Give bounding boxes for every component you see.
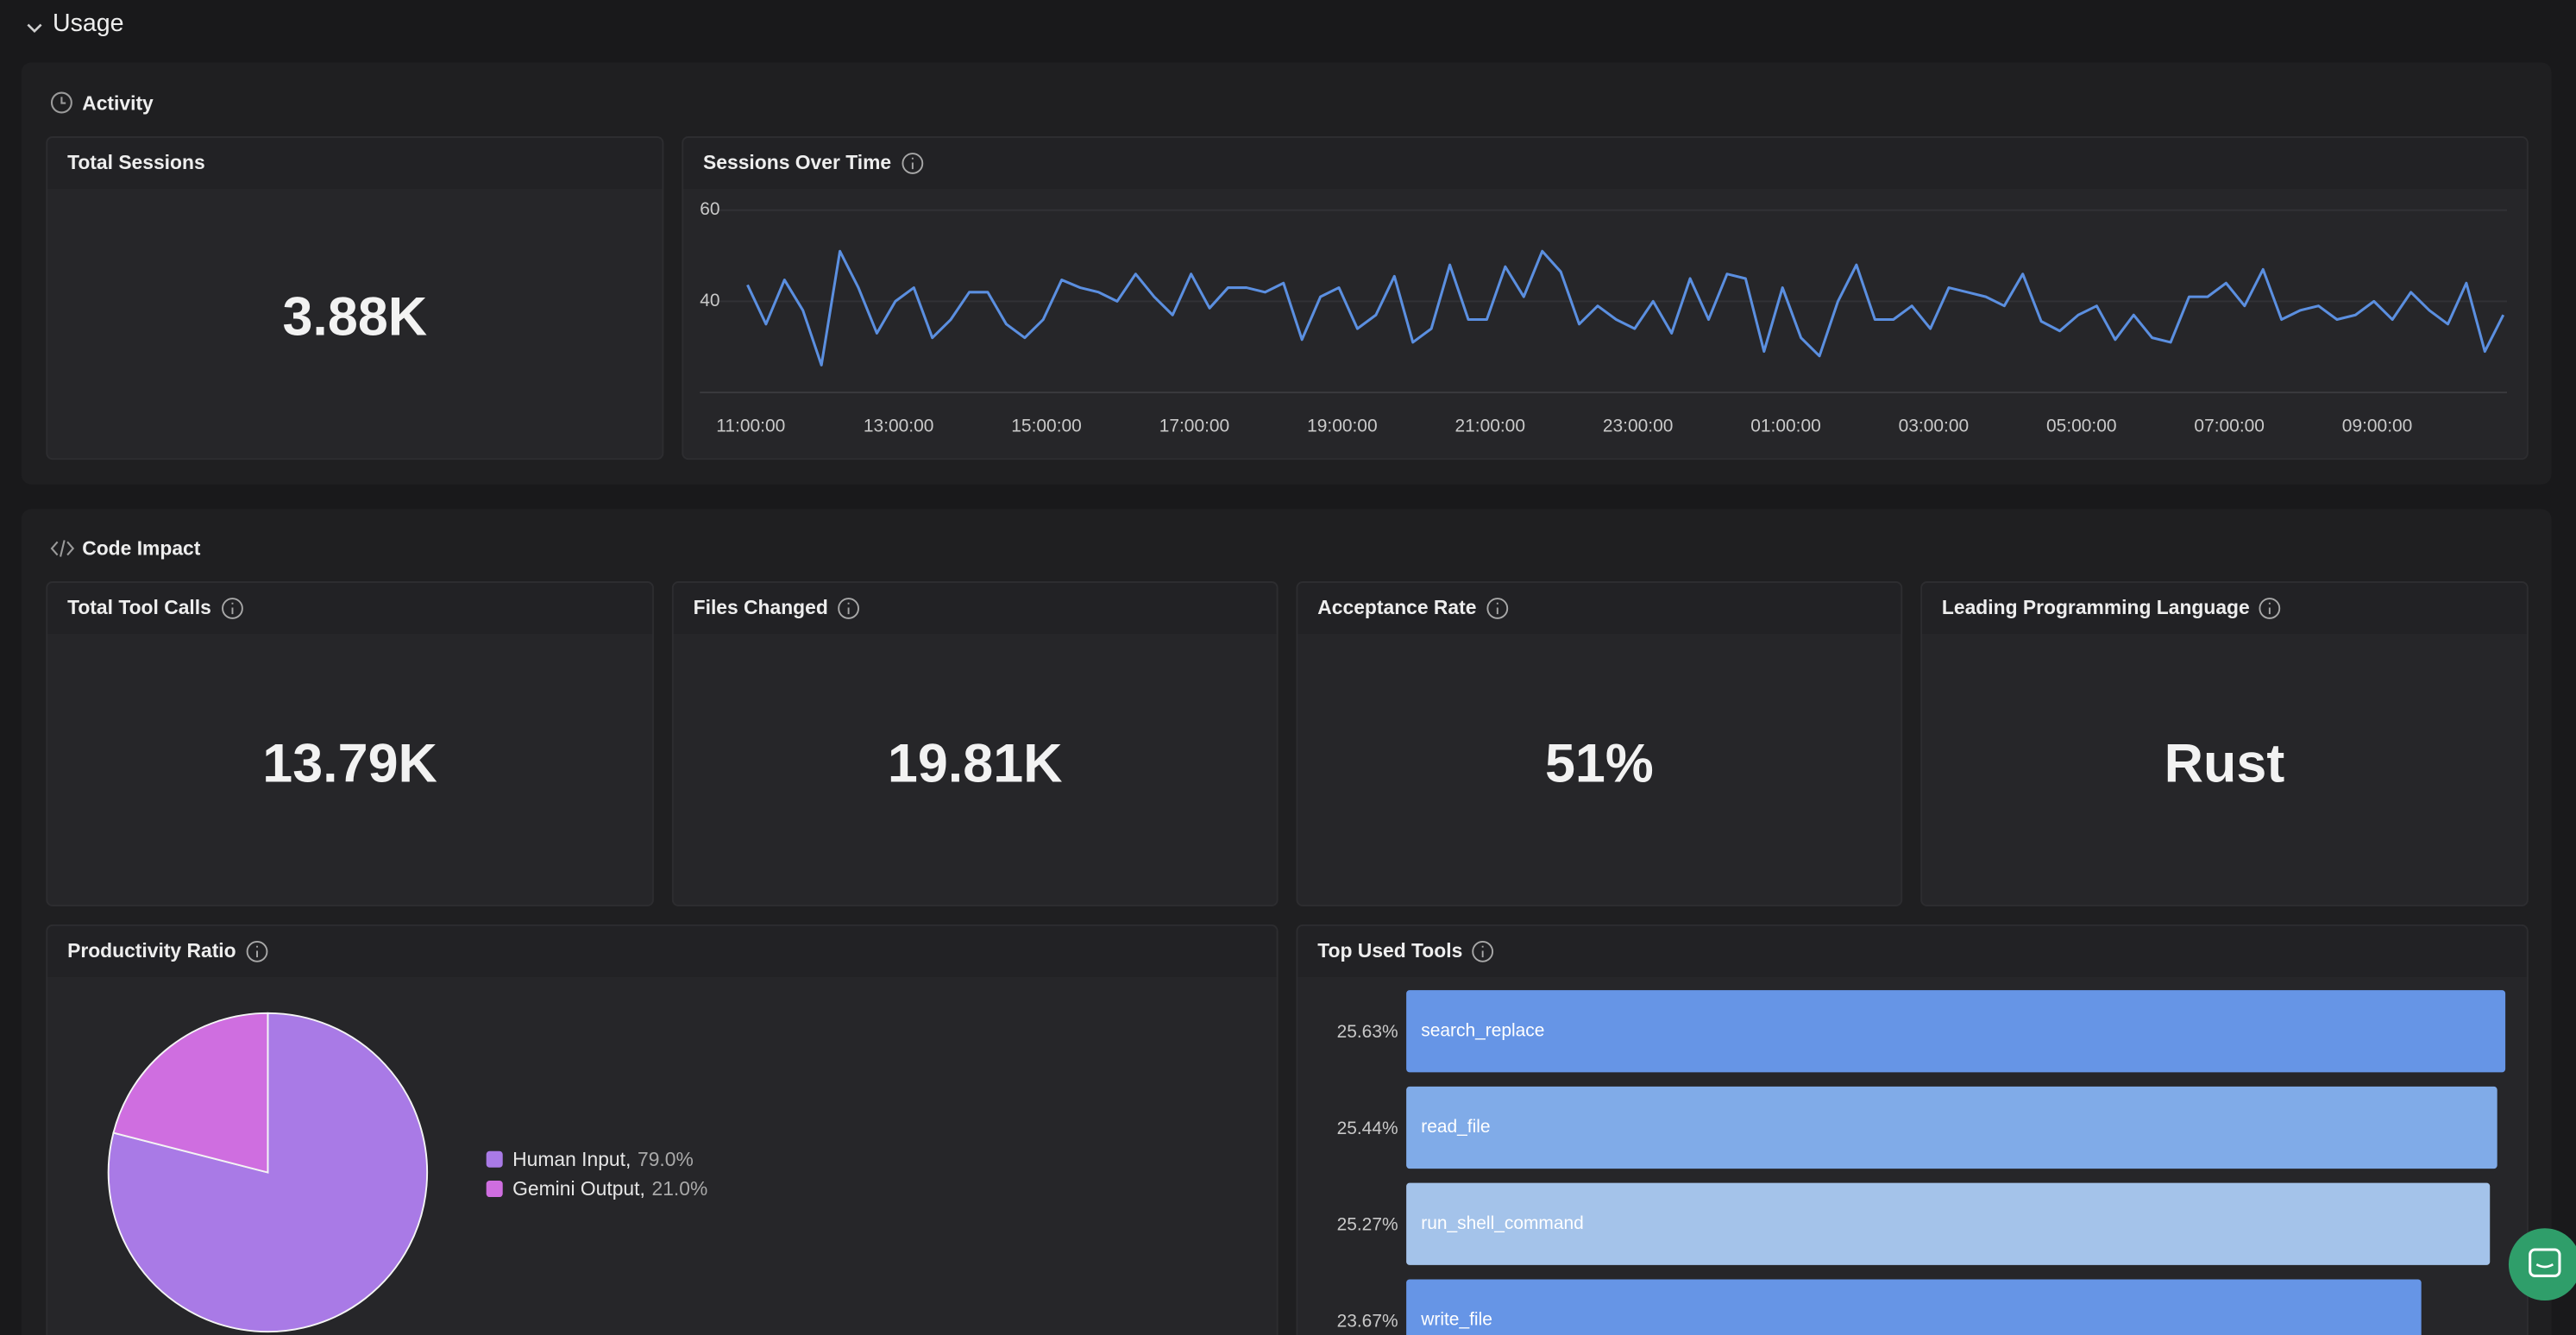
stat-card: Leading Programming Language Rust <box>1920 581 2529 907</box>
card-title: Total Tool Calls <box>47 582 653 634</box>
chat-button[interactable] <box>2508 1228 2576 1301</box>
info-icon[interactable] <box>2259 598 2281 619</box>
x-tick-label: 13:00:00 <box>864 417 934 436</box>
clock-icon <box>50 91 72 114</box>
value-label: 23.67% <box>1337 1311 1398 1331</box>
bar <box>1406 990 2506 1073</box>
info-icon[interactable] <box>1472 941 1494 962</box>
card-title-text: Total Tool Calls <box>67 596 211 619</box>
chart-title: Productivity Ratio <box>67 939 236 962</box>
legend-swatch <box>486 1181 503 1198</box>
line-series <box>746 249 2505 367</box>
section-title[interactable]: Usage <box>52 9 124 38</box>
stat-value: Rust <box>2164 732 2285 793</box>
bar <box>1406 1279 2422 1335</box>
bar-label: run_shell_command <box>1421 1213 1584 1233</box>
stat-value: 13.79K <box>262 732 437 793</box>
legend-value: 79.0% <box>638 1147 694 1171</box>
chart-card: Sessions Over Time <box>682 136 2529 461</box>
pie-slice <box>112 1012 269 1174</box>
stat-card: Acceptance Rate 51% <box>1296 581 1903 907</box>
legend: Human Input 79.0% Gemini Output 21.0% <box>486 1147 708 1207</box>
x-tick-label: 01:00:00 <box>1750 417 1821 436</box>
legend-entry: Human Input 79.0% <box>486 1147 708 1177</box>
stat-card: Total Sessions 3.88K <box>46 136 664 461</box>
x-tick-label: 17:00:00 <box>1159 417 1230 436</box>
x-tick-label: 03:00:00 <box>1899 417 1970 436</box>
code-icon <box>50 540 75 557</box>
info-icon[interactable] <box>1486 598 1508 619</box>
legend-swatch <box>486 1150 503 1168</box>
value-label: 25.44% <box>1337 1119 1398 1138</box>
card-title: Files Changed <box>673 582 1277 634</box>
legend-label: Human Input <box>512 1148 631 1171</box>
x-tick-label: 15:00:00 <box>1011 417 1082 436</box>
bar <box>1406 1182 2491 1265</box>
x-tick-label: 11:00:00 <box>716 417 785 436</box>
stat-card: Files Changed 19.81K <box>671 581 1279 907</box>
chart-title: Top Used Tools <box>1317 939 1463 962</box>
bar <box>1406 1086 2497 1169</box>
card-title: Leading Programming Language <box>1922 582 2527 634</box>
info-icon[interactable] <box>901 153 923 174</box>
x-tick-label: 21:00:00 <box>1454 417 1525 436</box>
value-label: 25.63% <box>1337 1022 1398 1042</box>
chevron-icon[interactable] <box>25 18 45 38</box>
card-title: Total Sessions <box>47 137 663 189</box>
info-icon[interactable] <box>246 941 267 962</box>
legend-label: Gemini Output <box>512 1177 645 1200</box>
legend-entry: Gemini Output 21.0% <box>486 1177 708 1207</box>
card-title: Sessions Over Time <box>683 137 2527 189</box>
panel-title: Activity <box>82 91 154 116</box>
bar-label: read_file <box>1421 1117 1490 1137</box>
x-tick-label: 09:00:00 <box>2342 417 2413 436</box>
card-title-text: Acceptance Rate <box>1317 596 1477 619</box>
bar-label: search_replace <box>1421 1020 1544 1040</box>
x-tick-label: 23:00:00 <box>1603 417 1674 436</box>
pie-slice <box>107 1012 429 1333</box>
card-title: Top Used Tools <box>1297 925 2527 977</box>
card-title-text: Leading Programming Language <box>1941 596 2250 619</box>
legend-value: 21.0% <box>651 1177 708 1200</box>
x-tick-label: 19:00:00 <box>1307 417 1378 436</box>
chart-title: Sessions Over Time <box>703 151 892 174</box>
stat-value: 3.88K <box>282 285 428 347</box>
chat-icon <box>2529 1248 2561 1277</box>
stat-card: Total Tool Calls 13.79K <box>46 581 654 907</box>
bar-label: write_file <box>1420 1310 1492 1330</box>
x-tick-label: 07:00:00 <box>2194 417 2265 436</box>
x-tick-label: 05:00:00 <box>2046 417 2117 436</box>
card-title: Acceptance Rate <box>1297 582 1901 634</box>
info-icon[interactable] <box>838 598 859 619</box>
panel-title: Code Impact <box>82 536 201 561</box>
y-tick-label: 60 <box>700 199 719 219</box>
y-tick-label: 40 <box>700 291 719 310</box>
card-title-text: Files Changed <box>693 596 828 619</box>
value-label: 25.27% <box>1337 1215 1398 1235</box>
stat-value: 51% <box>1544 732 1654 793</box>
info-icon[interactable] <box>221 598 243 619</box>
stat-value: 19.81K <box>887 732 1063 793</box>
card-title: Productivity Ratio <box>47 925 1277 977</box>
